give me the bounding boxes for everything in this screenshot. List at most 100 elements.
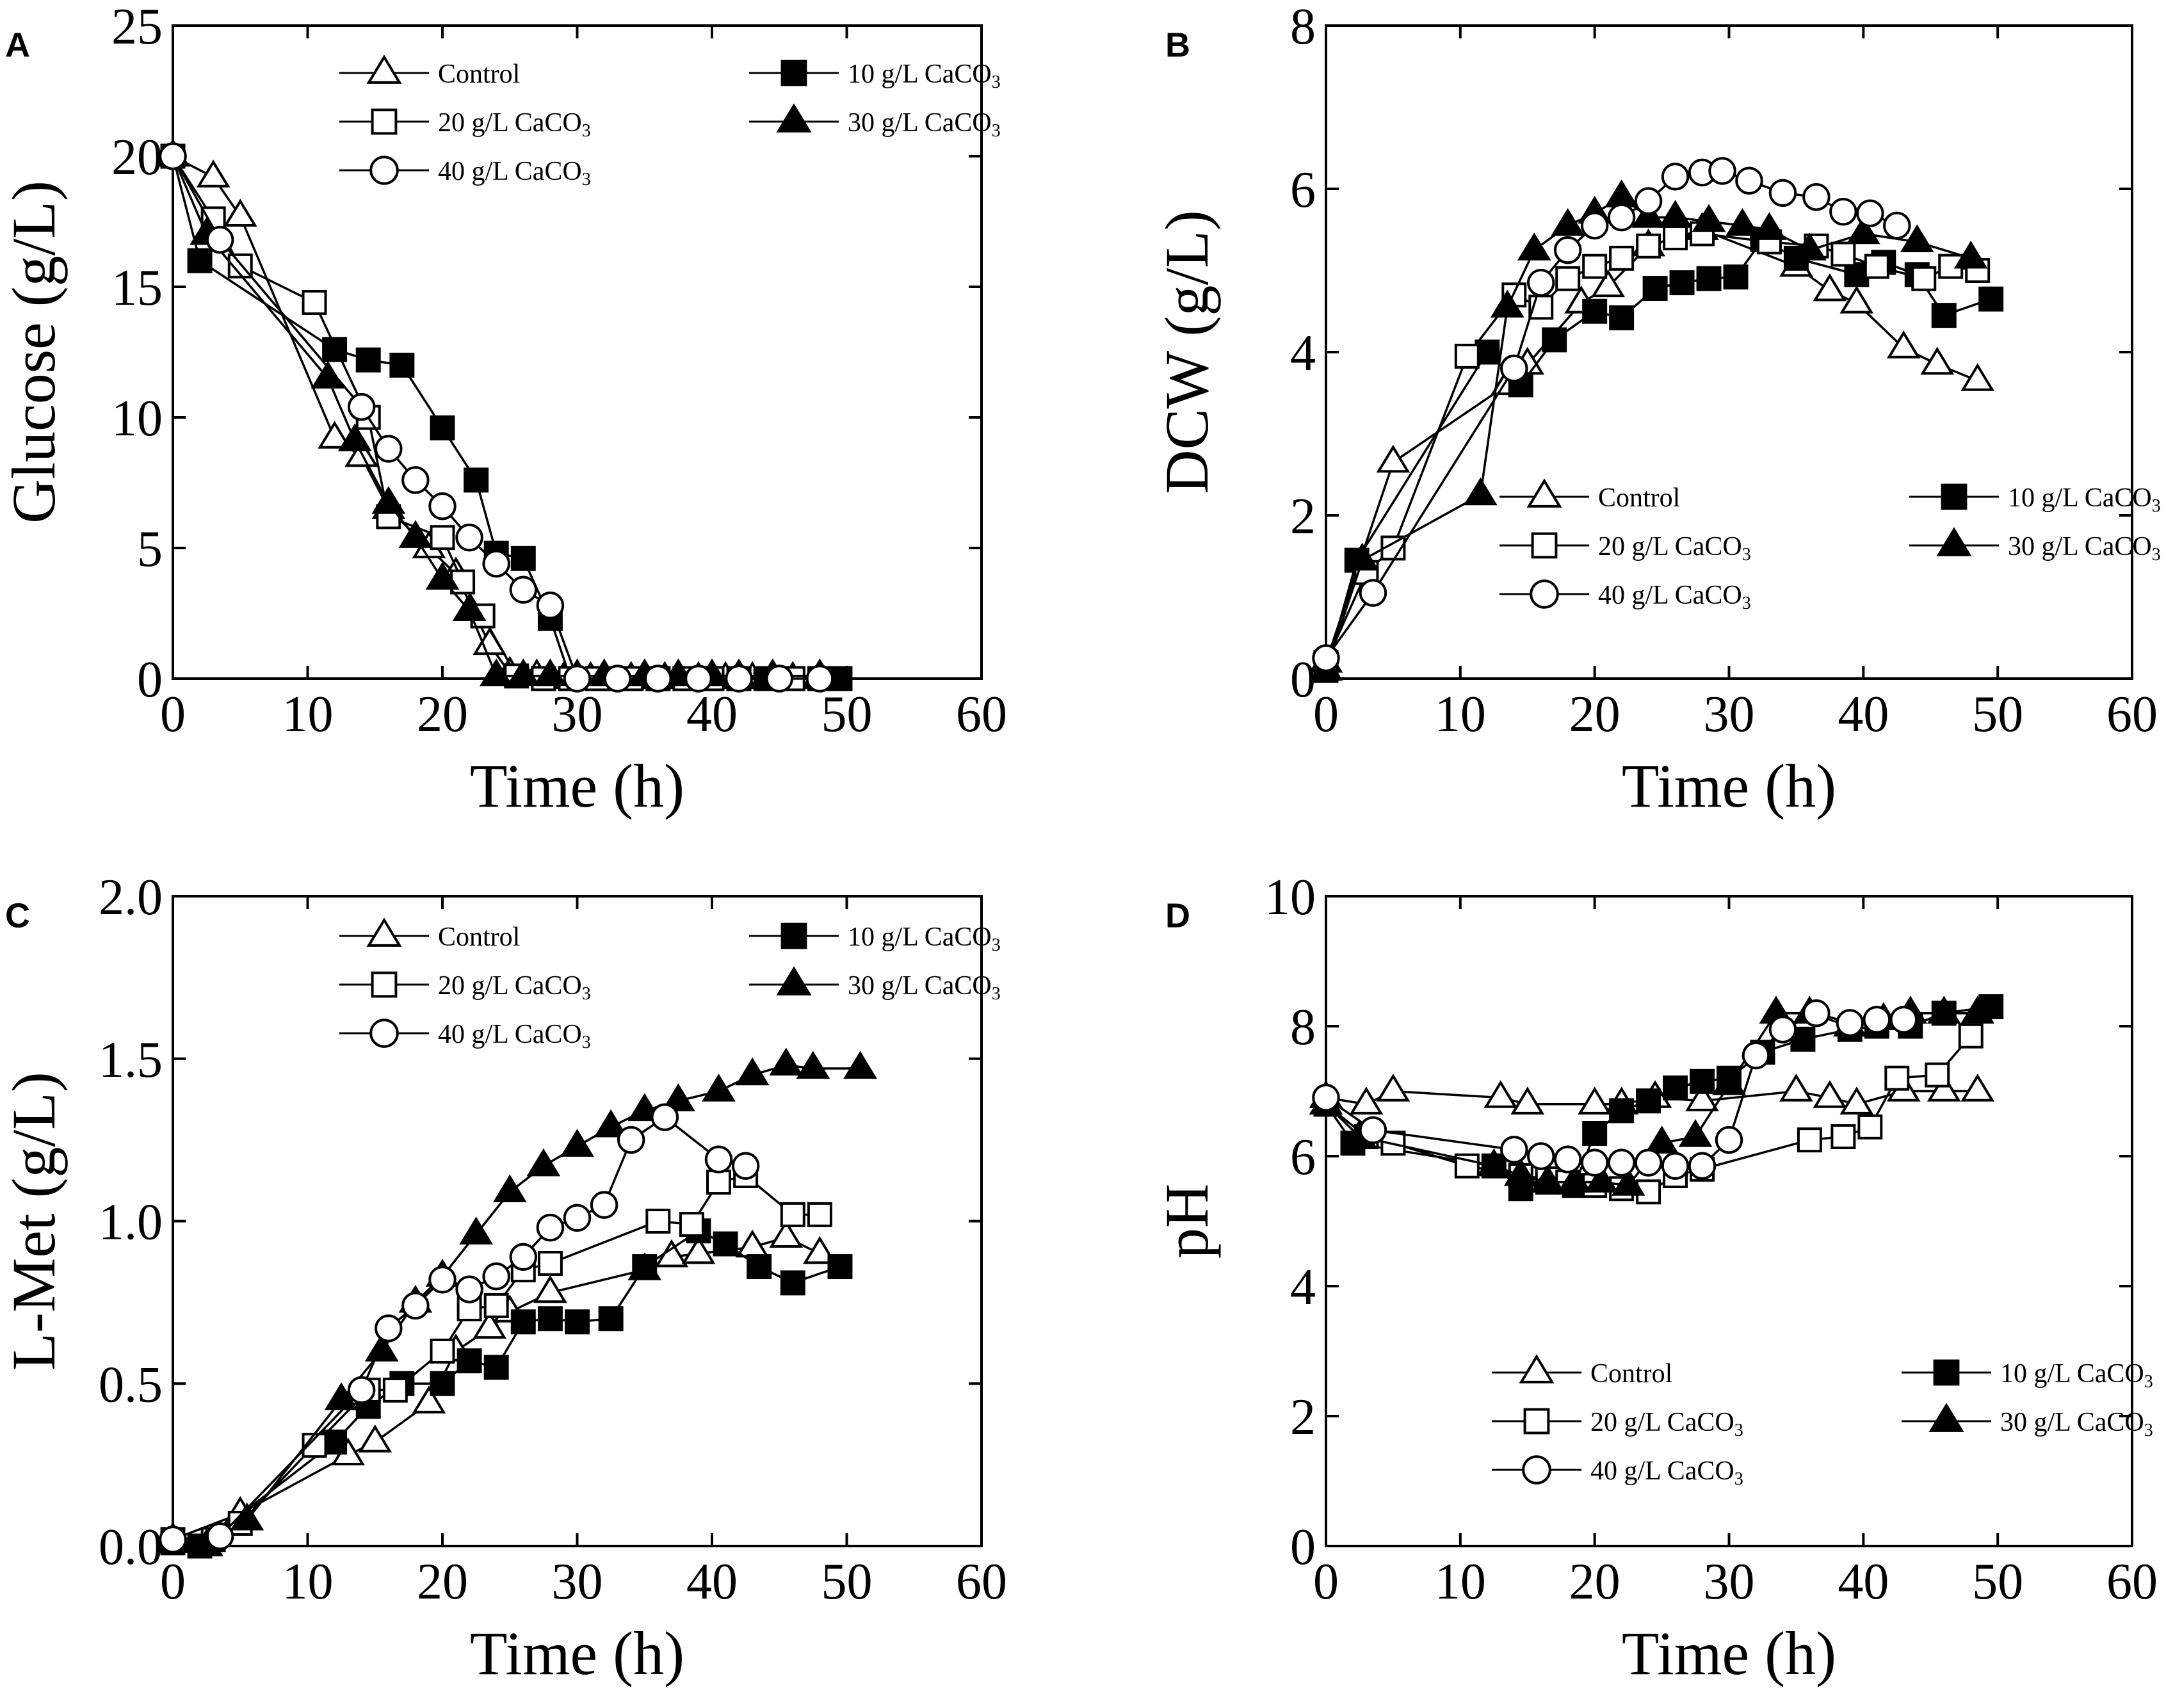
y-tick-label: 0.0 (99, 1519, 163, 1575)
data-point (412, 1385, 446, 1414)
data-point (223, 198, 257, 227)
data-point (1802, 999, 1831, 1027)
legend-item-c20: 20 g/L CaCO3 (339, 971, 591, 1004)
legend-label: 10 g/L CaCO3 (848, 922, 1001, 955)
data-point (1723, 264, 1749, 290)
legend-label-subscript: 3 (992, 984, 1001, 1004)
data-point (1900, 224, 1934, 253)
data-point (644, 665, 672, 693)
data-point (1690, 1068, 1715, 1094)
data-point (807, 1202, 832, 1227)
data-point (1553, 1145, 1582, 1173)
data-point (769, 1047, 804, 1076)
data-point (735, 1057, 770, 1086)
data-point (563, 1204, 592, 1232)
data-point (769, 1220, 804, 1248)
data-point (1376, 444, 1410, 473)
series-line (172, 156, 820, 677)
legend-item-c10: 10 g/L CaCO3 (749, 60, 1001, 92)
data-point (483, 1355, 509, 1380)
x-tick-label: 0 (160, 686, 186, 743)
legend-label: 40 g/L CaCO3 (438, 1020, 591, 1052)
legend-marker (1526, 478, 1562, 508)
data-point (1863, 1006, 1891, 1034)
y-tick-label: 2 (1290, 1389, 1316, 1446)
data-point (1857, 1114, 1883, 1140)
data-point (1927, 1074, 1961, 1102)
data-point (430, 1371, 455, 1396)
legend-marker (1522, 1455, 1551, 1485)
legend-label-main: 20 g/L CaCO (438, 108, 582, 138)
data-point (1696, 266, 1722, 291)
data-point (679, 1212, 704, 1237)
data-point (1884, 1065, 1910, 1091)
series-line (172, 156, 820, 680)
data-point (375, 1314, 403, 1342)
x-tick-label: 50 (821, 1554, 873, 1610)
data-point (651, 1103, 679, 1131)
data-point (1829, 197, 1857, 226)
data-point (1768, 1015, 1797, 1043)
data-point (187, 248, 213, 273)
data-point (1883, 211, 1911, 240)
data-point (364, 1333, 399, 1362)
legend-marker (1936, 527, 1972, 556)
data-point (1927, 995, 1961, 1024)
y-tick-label: 6 (1290, 1129, 1316, 1186)
x-tick-label: 0 (1313, 686, 1339, 743)
data-point (1886, 330, 1921, 359)
data-point (1864, 254, 1889, 279)
data-point (1669, 270, 1695, 296)
legend-label-subscript: 3 (582, 170, 591, 189)
series-c20 (160, 143, 832, 691)
data-point (1685, 1083, 1719, 1111)
panel-label: D (1165, 896, 1190, 935)
data-point (704, 1145, 733, 1173)
legend-label: Control (1598, 483, 1680, 513)
legend-label: 10 g/L CaCO3 (848, 60, 1001, 92)
legend-label-main: 10 g/L CaCO (2000, 1359, 2144, 1389)
data-point (537, 1306, 563, 1332)
data-point (1712, 1067, 1746, 1095)
data-point (1557, 1164, 1592, 1193)
legend-label-main: 40 g/L CaCO (438, 157, 582, 186)
legend-label-subscript: 3 (992, 121, 1001, 141)
data-point (536, 1213, 565, 1242)
data-point (322, 1430, 348, 1455)
data-point (1708, 157, 1736, 185)
data-point (1678, 1119, 1713, 1147)
data-point (1345, 542, 1380, 571)
y-tick-label: 10 (1265, 869, 1316, 926)
legend-label: 30 g/L CaCO3 (848, 971, 1001, 1004)
legend-item-control: Control (339, 54, 520, 89)
data-point (681, 1236, 716, 1264)
data-point (479, 658, 513, 687)
y-tick-label: 0 (1290, 1519, 1316, 1575)
legend-marker (366, 917, 402, 947)
legend-label: Control (438, 60, 520, 89)
x-axis-title: Time (h) (1622, 752, 1836, 820)
data-point (805, 665, 834, 693)
legend-label-main: 20 g/L CaCO (1590, 1408, 1734, 1437)
legend-marker (780, 60, 807, 86)
data-point (430, 1339, 455, 1364)
legend-marker (1531, 532, 1558, 559)
series-line (172, 1064, 861, 1547)
legend-marker (1519, 1354, 1555, 1383)
data-point (565, 1309, 590, 1335)
x-tick-label: 30 (1704, 686, 1755, 743)
data-point (713, 1231, 738, 1257)
y-tick-label: 10 (111, 391, 163, 447)
legend-label-main: 40 g/L CaCO (1598, 581, 1742, 610)
legend-label-subscript: 3 (992, 72, 1001, 92)
legend-label-main: 10 g/L CaCO (848, 922, 992, 952)
data-point (1715, 1125, 1743, 1154)
series-c40 (159, 1103, 760, 1554)
x-tick-label: 20 (417, 686, 468, 743)
data-point (483, 1293, 509, 1318)
data-point (428, 492, 457, 520)
x-tick-label: 50 (1972, 1554, 2023, 1610)
data-point (1742, 1041, 1770, 1070)
data-point (1839, 286, 1874, 314)
